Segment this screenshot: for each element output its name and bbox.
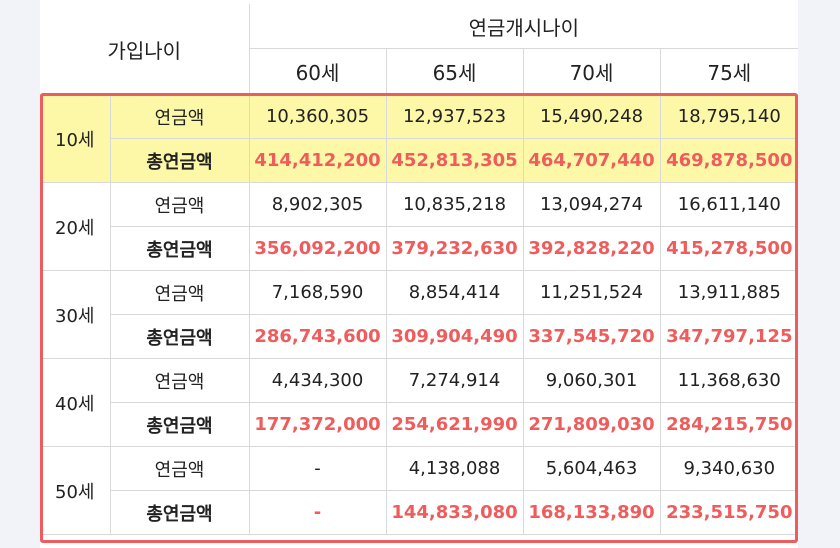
- total-value: 254,621,990: [385, 402, 524, 447]
- total-value: 414,412,200: [248, 138, 387, 183]
- total-value: 392,828,220: [522, 226, 661, 271]
- annual-value: 13,094,274: [522, 182, 661, 227]
- total-value: 284,215,750: [659, 402, 799, 447]
- total-value: 347,797,125: [659, 314, 799, 359]
- table-row: 50세 연금액 - 4,138,088 5,604,463 9,340,630: [40, 446, 799, 535]
- total-value: -: [248, 490, 387, 535]
- row-group-50: 50세 연금액 - 4,138,088 5,604,463 9,340,630 …: [40, 446, 799, 535]
- pension-table-card: 가입나이 연금개시나이 60세 65세 70세 75세 10세 연금액 10,3…: [40, 0, 799, 548]
- table-row: 총연금액 356,092,200 379,232,630 392,828,220…: [40, 226, 799, 271]
- annual-label: 연금액: [109, 182, 250, 227]
- total-value: 309,904,490: [385, 314, 524, 359]
- total-value: 233,515,750: [659, 490, 799, 535]
- annual-value: 7,274,914: [385, 358, 524, 403]
- annual-value: 9,340,630: [659, 446, 799, 491]
- start-age-header: 연금개시나이: [248, 4, 799, 49]
- total-value: 452,813,305: [385, 138, 524, 183]
- annual-value: 10,835,218: [385, 182, 524, 227]
- age-col-header: 75세: [659, 48, 799, 95]
- total-value: 469,878,500: [659, 138, 799, 183]
- annual-value: 12,937,523: [385, 94, 524, 139]
- join-age-cell: 20세: [40, 182, 111, 271]
- total-value: 356,092,200: [248, 226, 387, 271]
- table-row: 10세 연금액 10,360,305 12,937,523 15,490,248…: [40, 94, 799, 183]
- annual-value: 7,168,590: [248, 270, 387, 315]
- annual-value: 9,060,301: [522, 358, 661, 403]
- annual-value: 4,138,088: [385, 446, 524, 491]
- annual-value: 4,434,300: [248, 358, 387, 403]
- row-group-10: 10세 연금액 10,360,305 12,937,523 15,490,248…: [40, 94, 799, 183]
- annual-value: 10,360,305: [248, 94, 387, 139]
- annual-label: 연금액: [109, 270, 250, 315]
- annual-value: 11,368,630: [659, 358, 799, 403]
- table-row: 30세 연금액 7,168,590 8,854,414 11,251,524 1…: [40, 270, 799, 359]
- annual-value: 16,611,140: [659, 182, 799, 227]
- table-row: 총연금액 - 144,833,080 168,133,890 233,515,7…: [40, 490, 799, 535]
- annual-label: 연금액: [109, 94, 250, 139]
- annual-value: 8,854,414: [385, 270, 524, 315]
- annual-label: 연금액: [109, 446, 250, 491]
- total-value: 415,278,500: [659, 226, 799, 271]
- annual-label: 연금액: [109, 358, 250, 403]
- row-group-30: 30세 연금액 7,168,590 8,854,414 11,251,524 1…: [40, 270, 799, 359]
- total-value: 286,743,600: [248, 314, 387, 359]
- total-value: 177,372,000: [248, 402, 387, 447]
- age-col-header: 60세: [249, 48, 387, 95]
- annual-value: 13,911,885: [659, 270, 799, 315]
- age-col-header: 70세: [522, 48, 661, 95]
- total-label: 총연금액: [110, 226, 250, 271]
- age-col-header: 65세: [385, 48, 524, 95]
- total-value: 379,232,630: [385, 226, 524, 271]
- row-group-20: 20세 연금액 8,902,305 10,835,218 13,094,274 …: [40, 182, 799, 271]
- join-age-cell: 50세: [40, 446, 111, 535]
- pension-table: 가입나이 연금개시나이 60세 65세 70세 75세 10세 연금액 10,3…: [40, 4, 799, 535]
- total-label: 총연금액: [110, 314, 250, 359]
- table-row: 20세 연금액 8,902,305 10,835,218 13,094,274 …: [40, 182, 799, 271]
- table-row: 총연금액 177,372,000 254,621,990 271,809,030…: [40, 402, 799, 447]
- total-label: 총연금액: [110, 402, 250, 447]
- annual-value: 18,795,140: [659, 94, 799, 139]
- row-group-40: 40세 연금액 4,434,300 7,274,914 9,060,301 11…: [40, 358, 799, 447]
- join-age-cell: 40세: [40, 358, 111, 447]
- annual-value: -: [248, 446, 387, 491]
- total-label: 총연금액: [110, 138, 250, 183]
- total-value: 337,545,720: [522, 314, 661, 359]
- join-age-cell: 30세: [40, 270, 111, 359]
- table-row: 40세 연금액 4,434,300 7,274,914 9,060,301 11…: [40, 358, 799, 447]
- join-age-cell: 10세: [40, 94, 111, 183]
- total-value: 271,809,030: [522, 402, 661, 447]
- total-label: 총연금액: [110, 490, 250, 535]
- table-row: 총연금액 286,743,600 309,904,490 337,545,720…: [40, 314, 799, 359]
- join-age-header: 가입나이: [40, 4, 250, 95]
- annual-value: 5,604,463: [522, 446, 661, 491]
- total-value: 144,833,080: [385, 490, 524, 535]
- annual-value: 8,902,305: [248, 182, 387, 227]
- annual-value: 15,490,248: [522, 94, 661, 139]
- total-value: 464,707,440: [522, 138, 661, 183]
- total-value: 168,133,890: [522, 490, 661, 535]
- annual-value: 11,251,524: [522, 270, 661, 315]
- table-row: 총연금액 414,412,200 452,813,305 464,707,440…: [40, 138, 799, 183]
